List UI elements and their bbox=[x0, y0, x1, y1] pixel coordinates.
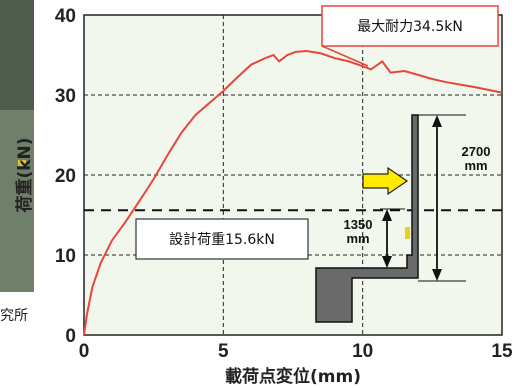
design-callout-box bbox=[135, 218, 309, 260]
specimen-loading-plate bbox=[405, 227, 410, 239]
photo-yellow-marker bbox=[18, 160, 26, 166]
dim-outer-arrow-top bbox=[432, 115, 442, 127]
max-callout-label: 最大耐力34.5kN bbox=[357, 19, 463, 35]
dim-outer-unit: mm bbox=[464, 158, 487, 173]
x-tick-label: 10 bbox=[352, 341, 373, 362]
y-tick-label: 0 bbox=[65, 326, 76, 347]
y-tick-label: 30 bbox=[55, 86, 76, 107]
dim-inner-arrow-top bbox=[382, 209, 392, 221]
x-tick-label: 0 bbox=[79, 341, 90, 362]
dim-inner-value: 1350 bbox=[344, 217, 373, 232]
y-axis-title: 荷重(kN) bbox=[14, 137, 35, 212]
dim-inner-arrow-bottom bbox=[382, 256, 392, 268]
x-tick-label: 5 bbox=[218, 341, 229, 362]
grid bbox=[84, 15, 502, 335]
dim-inner-unit: mm bbox=[346, 231, 369, 246]
load-arrow bbox=[362, 166, 409, 196]
x-tick-labels: 0 5 10 15 bbox=[79, 341, 513, 362]
y-tick-label: 20 bbox=[55, 166, 76, 187]
load-displacement-curve bbox=[83, 49, 503, 336]
max-callout-box bbox=[321, 5, 499, 47]
specimen-diagram: 2700 mm 1350 mm bbox=[315, 114, 491, 323]
x-axis-title: 載荷点変位(mm) bbox=[225, 366, 361, 387]
max-callout-leader bbox=[321, 45, 369, 67]
design-callout-label: 設計荷重15.6kN bbox=[169, 232, 275, 248]
y-tick-label: 40 bbox=[55, 6, 76, 27]
photo-dark-band bbox=[0, 0, 34, 110]
photo-caption: 究所 bbox=[0, 308, 28, 324]
plot-area bbox=[83, 14, 503, 336]
x-tick-label: 15 bbox=[491, 341, 513, 362]
y-tick-labels: 0 10 20 30 40 bbox=[55, 6, 76, 347]
y-tick-label: 10 bbox=[55, 246, 76, 267]
dim-outer-value: 2700 bbox=[462, 144, 491, 159]
dim-outer-arrow-bottom bbox=[432, 269, 442, 281]
